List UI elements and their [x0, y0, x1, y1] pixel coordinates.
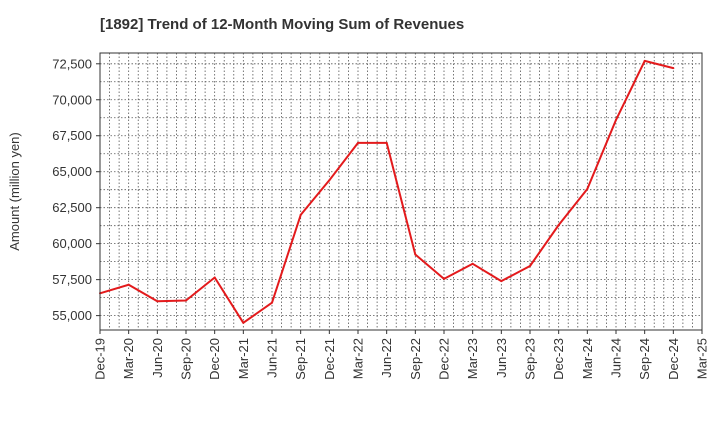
data-point — [271, 301, 273, 304]
data-point — [672, 67, 675, 70]
data-point — [242, 321, 245, 324]
y-axis-label: Amount (million yen) — [7, 132, 22, 251]
x-tick-label: Mar-25 — [695, 338, 710, 379]
x-tick-label: Mar-20 — [121, 338, 136, 379]
data-point — [385, 141, 388, 144]
data-point — [414, 253, 417, 256]
y-tick-label: 62,500 — [52, 200, 92, 215]
x-tick-label: Sep-23 — [523, 338, 538, 380]
data-point — [586, 187, 589, 190]
y-tick-label: 60,000 — [52, 236, 92, 251]
y-tick-label: 55,000 — [52, 308, 92, 323]
x-tick-label: Jun-22 — [379, 338, 394, 378]
x-tick-label: Jun-23 — [494, 338, 509, 378]
data-point — [156, 300, 159, 303]
data-point — [299, 213, 302, 216]
x-tick-label: Mar-23 — [465, 338, 480, 379]
y-tick-label: 67,500 — [52, 128, 92, 143]
data-point — [443, 277, 445, 280]
y-tick-label: 72,500 — [52, 56, 92, 71]
x-tick-label: Sep-21 — [293, 338, 308, 380]
x-tick-label: Mar-24 — [580, 338, 595, 379]
data-point — [357, 141, 359, 144]
x-tick-label: Jun-20 — [150, 338, 165, 378]
y-tick-label: 70,000 — [52, 92, 92, 107]
grid-lines — [100, 53, 702, 330]
x-tick-label: Dec-22 — [437, 338, 452, 380]
data-point — [500, 280, 503, 283]
data-point — [213, 276, 216, 279]
x-tick-label: Sep-22 — [408, 338, 423, 380]
data-point — [127, 283, 130, 286]
x-axis: Dec-19 Mar-20 Jun-20 Sep-20 Dec-20 Mar-21 Jun-… — [93, 330, 710, 380]
x-tick-label: Jun-21 — [265, 338, 280, 378]
x-tick-label: Sep-20 — [179, 338, 194, 380]
data-point — [328, 179, 331, 182]
series-line — [99, 59, 674, 324]
x-tick-label: Dec-20 — [207, 338, 222, 380]
y-tick-label: 57,500 — [52, 272, 92, 287]
x-tick-label: Dec-24 — [666, 338, 681, 380]
data-point — [615, 118, 617, 121]
data-point — [529, 264, 531, 267]
plot-area — [99, 52, 703, 331]
data-point — [185, 299, 187, 302]
x-tick-label: Mar-22 — [351, 338, 366, 379]
data-point — [471, 262, 474, 265]
series-layer — [99, 59, 675, 324]
y-tick-label: 65,000 — [52, 164, 92, 179]
chart-title: [1892] Trend of 12-Month Moving Sum of R… — [100, 16, 465, 33]
x-tick-label: Dec-23 — [551, 338, 566, 380]
x-tick-label: Mar-21 — [236, 338, 251, 379]
x-tick-label: Dec-21 — [322, 338, 337, 380]
data-point — [557, 223, 560, 226]
x-tick-label: Sep-24 — [637, 338, 652, 380]
x-tick-label: Jun-24 — [609, 338, 624, 378]
x-tick-label: Dec-19 — [93, 338, 108, 380]
y-axis: 55,000 57,500 60,000 62,500 65,000 67,500 70,0… — [52, 56, 100, 323]
data-point — [643, 59, 646, 62]
